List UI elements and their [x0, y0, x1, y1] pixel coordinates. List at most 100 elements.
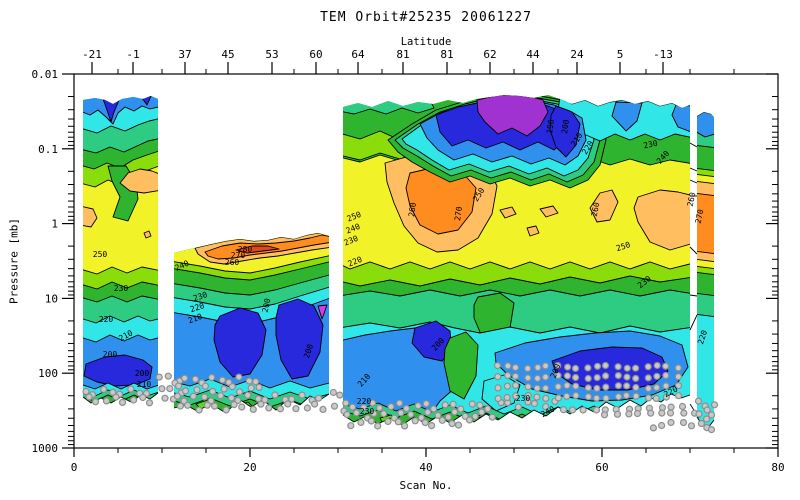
surface-marker [112, 393, 120, 401]
surface-marker [235, 373, 243, 381]
surface-marker [91, 398, 100, 406]
surface-marker [652, 394, 660, 402]
surface-marker [674, 364, 682, 372]
surface-marker [411, 417, 419, 425]
surface-marker [357, 418, 365, 426]
latitude-tick-label: 53 [265, 48, 278, 61]
surface-marker [397, 409, 405, 417]
surface-marker [181, 374, 189, 382]
surface-marker [303, 404, 311, 412]
contour-label: 260 [590, 201, 602, 217]
surface-marker [441, 401, 449, 409]
surface-marker [602, 394, 610, 402]
contour-label: 230 [516, 394, 531, 403]
surface-marker [155, 373, 163, 381]
surface-marker [593, 374, 601, 382]
top-axis-label: Latitude [400, 36, 452, 48]
y-tick-label: 100 [38, 367, 58, 380]
surface-marker [265, 404, 273, 412]
surface-marker [201, 382, 209, 390]
x-tick-label: 20 [243, 461, 256, 474]
surface-marker [181, 387, 190, 395]
contour-label: 200 [103, 350, 118, 359]
surface-marker [503, 382, 511, 390]
surface-marker [584, 384, 592, 392]
surface-marker [217, 392, 225, 400]
surface-marker [173, 392, 182, 400]
surface-marker [541, 373, 550, 381]
surface-marker [370, 410, 378, 418]
surface-marker [674, 382, 683, 390]
surface-marker [571, 364, 580, 372]
latitude-tick-label: 5 [617, 48, 624, 61]
surface-marker [343, 410, 351, 419]
surface-marker [541, 362, 550, 370]
contour-label: 220 [696, 329, 709, 346]
surface-marker [451, 408, 459, 416]
surface-marker [203, 401, 211, 409]
surface-marker [584, 393, 593, 401]
y-tick-label: 0.01 [32, 68, 59, 81]
surface-marker [208, 373, 216, 382]
x-tick-label: 60 [595, 461, 608, 474]
surface-marker [571, 373, 580, 382]
contour-label: 210 [137, 380, 152, 389]
surface-marker [369, 399, 377, 407]
surface-marker [130, 396, 138, 404]
surface-marker [342, 399, 350, 407]
surface-marker [503, 393, 511, 402]
surface-marker [315, 394, 323, 402]
surface-marker [674, 373, 683, 381]
surface-marker [614, 382, 623, 390]
surface-marker [680, 409, 688, 417]
latitude-tick-label: 24 [570, 48, 584, 61]
surface-marker [602, 383, 610, 391]
surface-marker [541, 384, 550, 392]
latitude-tick-label: 64 [351, 48, 365, 61]
surface-marker [176, 402, 184, 410]
surface-marker [428, 422, 436, 430]
latitude-tick-label: 44 [526, 48, 540, 61]
surface-marker [228, 383, 236, 391]
contour-label: 250 [93, 250, 108, 259]
surface-marker [601, 361, 610, 370]
surface-marker [271, 391, 279, 399]
contour-label: 260 [407, 202, 418, 218]
surface-marker [211, 402, 219, 410]
surface-marker [702, 415, 711, 423]
surface-marker [227, 394, 235, 402]
surface-marker [298, 391, 306, 399]
surface-marker [471, 412, 479, 420]
surface-marker [449, 400, 457, 408]
surface-marker [478, 408, 486, 416]
surface-marker [568, 406, 577, 414]
contour-label: 270 [694, 208, 706, 224]
surface-marker [694, 397, 703, 405]
surface-marker [195, 406, 203, 414]
surface-marker [623, 373, 631, 381]
surface-marker [533, 374, 542, 382]
surface-marker [292, 405, 300, 413]
surface-marker [601, 372, 610, 380]
x-tick-label: 80 [771, 461, 784, 474]
surface-marker [387, 403, 395, 411]
surface-marker [484, 405, 492, 413]
surface-marker [448, 420, 456, 428]
surface-marker [625, 410, 633, 418]
surface-marker [613, 410, 622, 418]
surface-marker [687, 422, 696, 430]
contour-label: 250 [615, 240, 632, 253]
surface-marker [493, 362, 502, 370]
surface-marker [249, 405, 257, 413]
surface-marker [622, 391, 631, 400]
surface-marker [430, 405, 438, 413]
contour-label: 220 [357, 397, 372, 406]
surface-marker [572, 391, 580, 400]
surface-marker [572, 382, 580, 390]
surface-marker [644, 384, 653, 393]
contour-label: 190 [545, 119, 556, 135]
surface-marker [85, 393, 93, 401]
surface-marker [139, 393, 147, 402]
surface-marker [592, 394, 601, 402]
